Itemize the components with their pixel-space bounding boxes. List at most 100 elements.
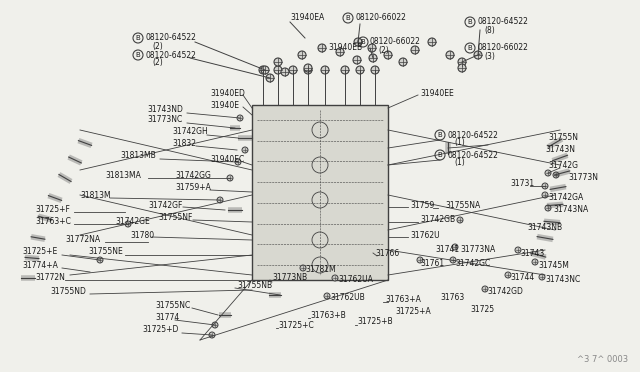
Circle shape <box>324 293 330 299</box>
Text: 31755NB: 31755NB <box>237 280 272 289</box>
Text: 31742GE: 31742GE <box>115 218 150 227</box>
Circle shape <box>371 66 379 74</box>
Text: B: B <box>136 52 140 58</box>
Text: 31742GG: 31742GG <box>175 170 211 180</box>
Circle shape <box>289 66 297 74</box>
Text: B: B <box>346 15 350 21</box>
Circle shape <box>237 115 243 121</box>
Circle shape <box>474 51 482 59</box>
Text: 31755N: 31755N <box>548 134 578 142</box>
Text: 31763+B: 31763+B <box>310 311 346 320</box>
Text: 31940EC: 31940EC <box>210 155 244 164</box>
Circle shape <box>458 64 466 72</box>
Circle shape <box>411 46 419 54</box>
Circle shape <box>97 257 103 263</box>
Circle shape <box>321 66 329 74</box>
Text: 31772NA: 31772NA <box>65 235 100 244</box>
Text: 31725: 31725 <box>470 305 494 314</box>
Text: 31725+E: 31725+E <box>22 247 57 257</box>
Text: 31742G: 31742G <box>548 160 578 170</box>
Circle shape <box>450 257 456 263</box>
Circle shape <box>457 217 463 223</box>
Circle shape <box>125 221 131 227</box>
Text: 31725+A: 31725+A <box>395 308 431 317</box>
Text: ^3 7^ 0003: ^3 7^ 0003 <box>577 355 628 364</box>
Circle shape <box>274 66 282 74</box>
Text: 31755NE: 31755NE <box>88 247 123 257</box>
Circle shape <box>545 170 551 176</box>
Text: 31742GF: 31742GF <box>148 201 182 209</box>
Circle shape <box>542 183 548 189</box>
Text: 31781M: 31781M <box>305 266 335 275</box>
Circle shape <box>542 192 548 198</box>
Text: 31742GC: 31742GC <box>455 259 490 267</box>
Circle shape <box>515 247 521 253</box>
Circle shape <box>417 257 423 263</box>
Text: 31774: 31774 <box>155 314 179 323</box>
Circle shape <box>399 58 407 66</box>
Circle shape <box>332 275 338 281</box>
Text: 31742GA: 31742GA <box>548 193 583 202</box>
Text: 31725+C: 31725+C <box>278 321 314 330</box>
Text: 31755NF: 31755NF <box>158 214 193 222</box>
Text: 31940ED: 31940ED <box>210 89 245 97</box>
Text: 31940E: 31940E <box>210 100 239 109</box>
Circle shape <box>458 58 466 66</box>
Text: (2): (2) <box>378 45 388 55</box>
Text: 31773NC: 31773NC <box>147 115 182 125</box>
Text: 31763+C: 31763+C <box>35 218 71 227</box>
Text: 31725+D: 31725+D <box>142 326 179 334</box>
Text: 31731: 31731 <box>510 179 534 187</box>
Circle shape <box>300 265 306 271</box>
Text: 31755ND: 31755ND <box>50 288 86 296</box>
Circle shape <box>227 175 233 181</box>
Text: 31761: 31761 <box>420 259 444 267</box>
Circle shape <box>539 274 545 280</box>
Circle shape <box>336 48 344 56</box>
Text: 31780: 31780 <box>130 231 154 240</box>
Circle shape <box>242 147 248 153</box>
Text: 31755NA: 31755NA <box>445 201 480 209</box>
Text: (2): (2) <box>152 42 163 51</box>
Text: 31773N: 31773N <box>568 173 598 183</box>
Text: 31940EB: 31940EB <box>328 44 362 52</box>
Circle shape <box>318 44 326 52</box>
Text: 31813M: 31813M <box>80 190 111 199</box>
Text: (1): (1) <box>454 138 465 148</box>
Circle shape <box>384 51 392 59</box>
Circle shape <box>545 205 551 211</box>
Circle shape <box>446 51 454 59</box>
Text: (2): (2) <box>152 58 163 67</box>
Text: 31743NC: 31743NC <box>545 276 580 285</box>
Text: 31725+B: 31725+B <box>357 317 392 327</box>
Circle shape <box>235 159 241 165</box>
Circle shape <box>532 259 538 265</box>
Text: (3): (3) <box>484 51 495 61</box>
Circle shape <box>368 44 376 52</box>
Circle shape <box>266 74 274 82</box>
Text: 31762UB: 31762UB <box>330 294 365 302</box>
Text: 31725+F: 31725+F <box>35 205 70 215</box>
Text: 31742GB: 31742GB <box>420 215 455 224</box>
Circle shape <box>452 244 458 250</box>
Text: 31743: 31743 <box>520 248 544 257</box>
Circle shape <box>261 66 269 74</box>
Circle shape <box>209 332 215 338</box>
Text: B: B <box>136 35 140 41</box>
Text: 31759: 31759 <box>410 201 435 209</box>
Text: 31759+A: 31759+A <box>175 183 211 192</box>
Circle shape <box>212 322 218 328</box>
Text: 31813MB: 31813MB <box>120 151 156 160</box>
Text: 08120-66022: 08120-66022 <box>355 13 406 22</box>
Circle shape <box>356 66 364 74</box>
Text: 31773NA: 31773NA <box>460 246 495 254</box>
Circle shape <box>274 58 282 66</box>
Circle shape <box>259 66 267 74</box>
Circle shape <box>341 66 349 74</box>
Text: 08120-66022: 08120-66022 <box>370 38 421 46</box>
Text: 31774+A: 31774+A <box>22 260 58 269</box>
Text: 31741: 31741 <box>435 246 459 254</box>
Text: 31763+A: 31763+A <box>385 295 421 305</box>
Text: 08120-64522: 08120-64522 <box>447 151 498 160</box>
Circle shape <box>354 38 362 46</box>
